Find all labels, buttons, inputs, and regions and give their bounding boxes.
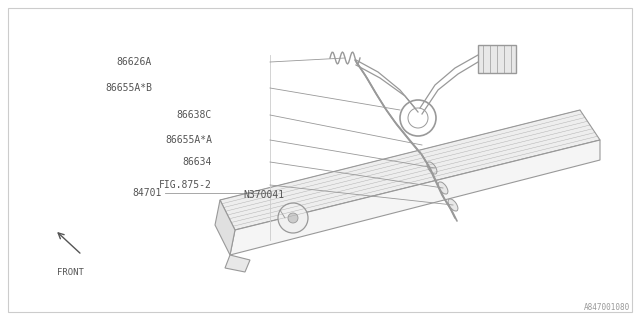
Ellipse shape — [427, 162, 437, 174]
Polygon shape — [230, 140, 600, 255]
Text: 86626A: 86626A — [116, 57, 152, 67]
Text: 86655A*B: 86655A*B — [105, 83, 152, 93]
Text: 86634: 86634 — [182, 157, 212, 167]
Circle shape — [278, 203, 308, 233]
Text: N370041: N370041 — [243, 190, 285, 200]
Ellipse shape — [438, 182, 448, 194]
Polygon shape — [225, 255, 250, 272]
Polygon shape — [220, 110, 600, 230]
Circle shape — [288, 213, 298, 223]
Ellipse shape — [448, 199, 458, 211]
Text: A847001080: A847001080 — [584, 303, 630, 312]
Text: FIG.875-2: FIG.875-2 — [159, 180, 212, 190]
Text: FRONT: FRONT — [56, 268, 83, 277]
Text: 86638C: 86638C — [177, 110, 212, 120]
Polygon shape — [215, 200, 235, 255]
FancyBboxPatch shape — [478, 45, 516, 73]
Text: 84701: 84701 — [132, 188, 162, 198]
Text: 86655A*A: 86655A*A — [165, 135, 212, 145]
